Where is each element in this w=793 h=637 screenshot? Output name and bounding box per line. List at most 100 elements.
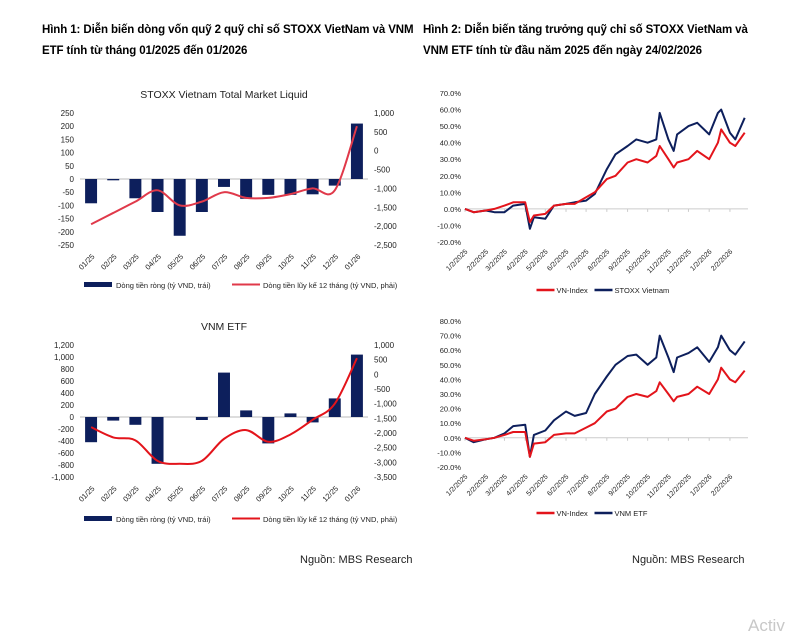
figure-1-title-line1: Hình 1: Diễn biến dòng vốn quỹ 2 quỹ chỉ…	[42, 24, 414, 36]
y-tick-label: 50.0%	[440, 361, 462, 370]
x-tick-label: 05/25	[165, 252, 185, 272]
bar	[218, 179, 230, 187]
x-tick-label: 06/25	[188, 252, 208, 272]
bar	[129, 179, 142, 199]
y-tick-label: -10.0%	[437, 448, 461, 457]
y-tick-label: -1,000	[51, 473, 74, 482]
y2-tick-label: -1,000	[374, 400, 397, 409]
y-tick-label: 30.0%	[440, 390, 462, 399]
y-tick-label: -800	[58, 461, 75, 470]
x-tick-label: 03/25	[121, 484, 141, 504]
y-tick-label: 1,200	[54, 341, 75, 350]
y-tick-label: 600	[61, 377, 75, 386]
cumulative-line	[90, 125, 358, 226]
legend-bar-swatch	[84, 516, 112, 521]
figure-2-source: Nguồn: MBS Research	[632, 554, 745, 566]
x-tick-label: 01/26	[343, 484, 363, 504]
legend-line-label: Dòng tiền lũy kế 12 tháng (tỷ VND, phải)	[263, 281, 398, 290]
bar	[284, 413, 297, 417]
bar	[173, 179, 186, 236]
y2-tick-label: 500	[374, 128, 388, 137]
chart-title: VNM ETF	[201, 321, 247, 333]
bar	[129, 417, 142, 425]
series-line	[464, 366, 746, 458]
series-line	[464, 334, 746, 458]
y-tick-label: 0	[70, 413, 75, 422]
x-tick-label: 07/25	[210, 252, 230, 272]
legend-label-fund: VNM ETF	[615, 509, 648, 518]
legend-bar-swatch	[84, 282, 112, 287]
y-tick-label: -50	[62, 188, 74, 197]
y-tick-label: 20.0%	[440, 405, 462, 414]
y-tick-label: 1,000	[54, 353, 75, 362]
y-tick-label: 0	[70, 175, 75, 184]
y2-tick-label: -1,500	[374, 414, 397, 423]
bar	[85, 417, 98, 443]
bar	[262, 417, 275, 444]
x-tick-label: 06/25	[188, 484, 208, 504]
x-tick-label: 07/25	[210, 484, 230, 504]
y-tick-label: -200	[58, 228, 75, 237]
legend-label-vn-index: VN-Index	[557, 286, 589, 295]
y-tick-label: -100	[58, 201, 75, 210]
bar	[262, 179, 275, 195]
y-tick-label: 60.0%	[440, 106, 462, 115]
x-tick-label: 03/25	[121, 252, 141, 272]
y-tick-label: -200	[58, 425, 75, 434]
y-tick-label: 40.0%	[440, 139, 462, 148]
y-tick-label: 200	[61, 401, 75, 410]
x-tick-label: 04/25	[143, 252, 163, 272]
y-tick-label: 50.0%	[440, 122, 462, 131]
bar	[218, 372, 230, 417]
y-tick-label: -600	[58, 449, 75, 458]
bar	[306, 179, 319, 195]
y-tick-label: 60.0%	[440, 346, 462, 355]
x-tick-label: 2/2/2026	[710, 248, 734, 272]
bar	[195, 179, 208, 212]
x-tick-label: 2/2/2026	[710, 473, 734, 497]
y2-tick-label: -2,000	[374, 429, 397, 438]
y2-tick-label: -3,500	[374, 473, 397, 482]
y-tick-label: -250	[58, 241, 75, 250]
y-tick-label: 80.0%	[440, 317, 462, 326]
x-tick-label: 08/25	[232, 484, 252, 504]
y-tick-label: 100	[61, 149, 75, 158]
figure-2-title-line2: VNM ETF tính từ đầu năm 2025 đến ngày 24…	[423, 45, 702, 57]
bar	[151, 417, 164, 464]
y-tick-label: 10.0%	[440, 188, 462, 197]
y2-tick-label: -3,000	[374, 458, 397, 467]
watermark: Activ	[748, 616, 785, 635]
y-tick-label: 40.0%	[440, 375, 462, 384]
x-tick-label: 09/25	[254, 252, 274, 272]
y-tick-label: 30.0%	[440, 155, 462, 164]
y2-tick-label: -2,500	[374, 444, 397, 453]
y-tick-label: -150	[58, 215, 75, 224]
y2-tick-label: 1,000	[374, 341, 395, 350]
legend-bar-label: Dòng tiền ròng (tỷ VND, trái)	[116, 281, 211, 290]
x-tick-label: 11/25	[299, 484, 318, 503]
figure-2-title: Hình 2: Diễn biến tăng trưởng quỹ chỉ số…	[423, 20, 748, 62]
y2-tick-label: 0	[374, 147, 379, 156]
figure-2-title-line1: Hình 2: Diễn biến tăng trưởng quỹ chỉ số…	[423, 24, 748, 36]
x-tick-label: 10/25	[276, 484, 296, 504]
y2-tick-label: -500	[374, 385, 391, 394]
x-tick-label: 11/25	[299, 252, 318, 271]
bar	[85, 179, 98, 204]
x-tick-label: 10/25	[276, 252, 296, 272]
y-tick-label: 150	[61, 135, 75, 144]
legend-label-fund: STOXX Vietnam	[615, 286, 670, 295]
bar	[195, 417, 208, 420]
bar	[240, 179, 253, 199]
y-tick-label: 0.0%	[444, 205, 461, 214]
y2-tick-label: -500	[374, 166, 391, 175]
bar	[107, 179, 120, 181]
y-tick-label: 20.0%	[440, 172, 462, 181]
y-tick-label: -20.0%	[437, 463, 461, 472]
bar	[328, 179, 341, 186]
y-tick-label: 70.0%	[440, 89, 462, 98]
figure-1-title-line2: ETF tính từ tháng 01/2025 đến 01/2026	[42, 45, 248, 57]
bar	[151, 179, 164, 212]
y-tick-label: 800	[61, 365, 75, 374]
x-tick-label: 01/26	[343, 252, 363, 272]
